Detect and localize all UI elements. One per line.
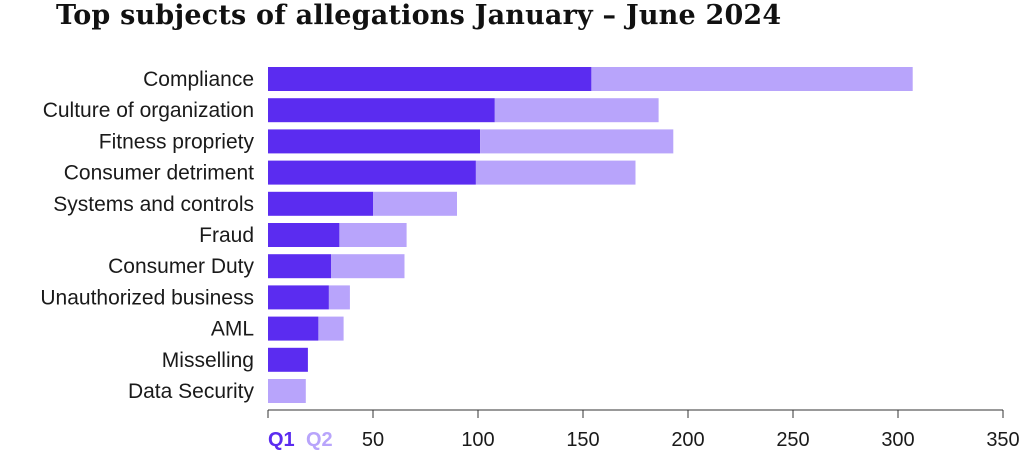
bar-q1-5 bbox=[268, 223, 340, 247]
x-tick-label: 100 bbox=[461, 429, 494, 451]
category-label: Fraud bbox=[199, 224, 254, 247]
category-label: Data Security bbox=[128, 380, 255, 403]
x-tick-label: 250 bbox=[776, 429, 809, 451]
bar-q1-1 bbox=[268, 98, 495, 123]
category-label: Misselling bbox=[162, 349, 254, 372]
bar-q1-6 bbox=[268, 254, 331, 279]
category-labels: Compliance Culture of organization Fitness… bbox=[40, 68, 254, 403]
bar-q1-7 bbox=[268, 285, 329, 310]
chart-title: Top subjects of allegations January – Ju… bbox=[56, 0, 782, 31]
category-label: AML bbox=[211, 318, 254, 341]
x-tick-label: 350 bbox=[986, 429, 1019, 451]
bar-q1-4 bbox=[268, 191, 373, 216]
bar-q2-2 bbox=[480, 129, 674, 154]
category-label: Compliance bbox=[143, 68, 254, 91]
x-tick-label: 300 bbox=[881, 429, 914, 451]
bar-q2-1 bbox=[494, 98, 659, 123]
category-label: Consumer detriment bbox=[64, 162, 254, 185]
x-tick-label: 50 bbox=[362, 429, 384, 451]
bar-q2-0 bbox=[591, 67, 913, 91]
bar-q1-8 bbox=[268, 316, 319, 341]
legend-q1: Q1 bbox=[268, 429, 295, 451]
x-tick-label: 200 bbox=[671, 429, 704, 451]
category-label: Unauthorized business bbox=[40, 286, 254, 309]
bar-q2-7 bbox=[328, 285, 350, 310]
category-label: Consumer Duty bbox=[108, 255, 254, 278]
bar-q1-3 bbox=[268, 160, 476, 185]
category-label: Culture of organization bbox=[43, 99, 254, 122]
bar-q2-5 bbox=[339, 223, 407, 247]
bar-q2-3 bbox=[475, 160, 636, 185]
bars-group bbox=[268, 67, 913, 403]
bar-q2-8 bbox=[318, 316, 344, 341]
bar-q2-6 bbox=[331, 254, 405, 279]
x-tick-label: 150 bbox=[566, 429, 599, 451]
bar-q2-4 bbox=[373, 191, 457, 216]
legend: Q1 Q2 bbox=[268, 429, 333, 451]
category-label: Fitness propriety bbox=[99, 130, 255, 153]
bar-q1-0 bbox=[268, 67, 592, 91]
category-label: Systems and controls bbox=[53, 193, 254, 216]
bar-q2-10 bbox=[268, 379, 306, 403]
x-axis: 50 100 150 200 250 300 350 bbox=[267, 409, 1020, 451]
bar-q1-2 bbox=[268, 129, 481, 154]
legend-q2: Q2 bbox=[306, 429, 333, 451]
bar-q1-9 bbox=[268, 347, 308, 372]
